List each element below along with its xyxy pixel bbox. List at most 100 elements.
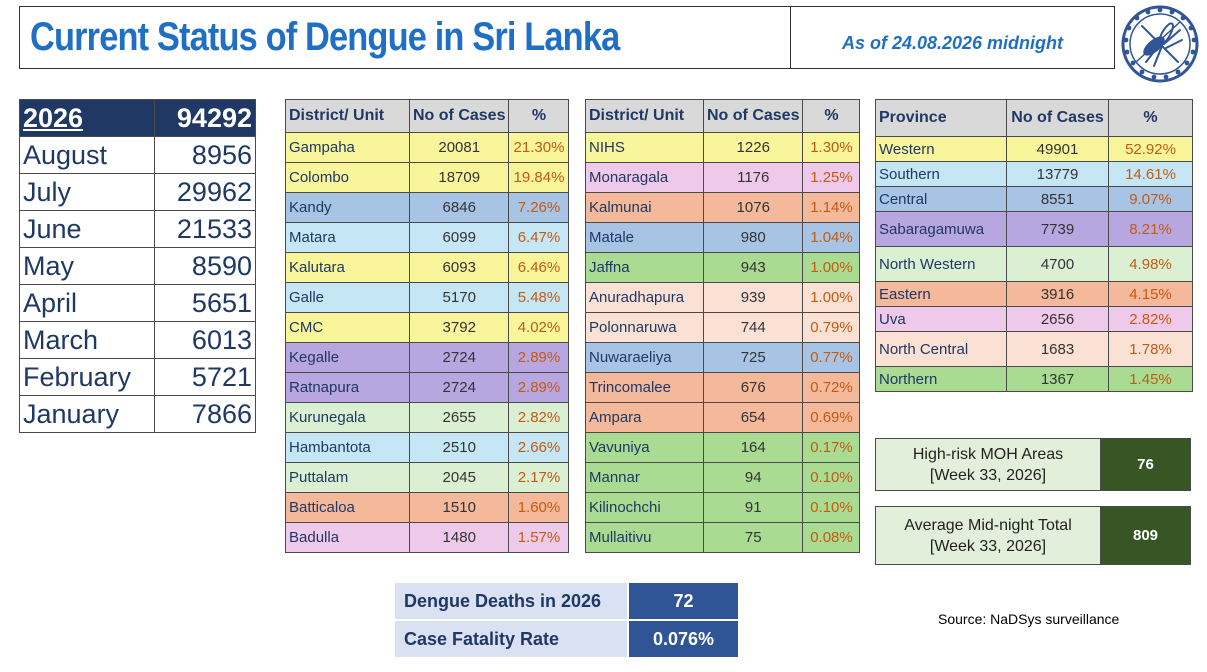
province-row: Eastern 3916 4.15% — [875, 281, 1193, 307]
row-name: Sabaragamuwa — [875, 211, 1007, 247]
high-risk-moh-label-line1: High-risk MOH Areas — [912, 445, 1064, 463]
row-percent: 0.69% — [802, 402, 861, 433]
row-percent: 6.46% — [508, 252, 570, 283]
row-cases: 8551 — [1006, 186, 1109, 212]
year-text: 2026 — [23, 102, 84, 133]
row-cases: 49901 — [1006, 136, 1109, 162]
month-row: June 21533 — [19, 210, 256, 248]
row-name: Monaragala — [585, 162, 704, 193]
row-cases: 6099 — [408, 222, 510, 253]
month-name: August — [19, 136, 155, 174]
row-cases: 3792 — [408, 312, 510, 343]
row-name: Colombo — [285, 162, 410, 193]
row-percent: 1.60% — [508, 492, 570, 523]
row-percent: 21.30% — [508, 132, 570, 163]
row-cases: 939 — [702, 282, 804, 313]
row-name: Kalutara — [285, 252, 410, 283]
row-cases: 654 — [702, 402, 804, 433]
row-name: Mannar — [585, 462, 704, 493]
month-row: March 6013 — [19, 321, 256, 359]
row-name: Gampaha — [285, 132, 410, 163]
row-cases: 2045 — [408, 462, 510, 493]
row-name: Matale — [585, 222, 704, 253]
month-cases: 8956 — [154, 136, 256, 174]
row-cases: 7739 — [1006, 211, 1109, 247]
row-name: North Western — [875, 246, 1007, 282]
district-row: Kalmunai 1076 1.14% — [585, 192, 861, 223]
row-name: Polonnaruwa — [585, 312, 704, 343]
row-name: Vavuniya — [585, 432, 704, 463]
district-row: Trincomalee 676 0.72% — [585, 372, 861, 403]
cfr-row: Case Fatality Rate 0.076% — [395, 621, 738, 657]
row-name: NIHS — [585, 132, 704, 163]
row-name: Anuradhapura — [585, 282, 704, 313]
title-box: Current Status of Dengue in Sri Lanka — [19, 6, 791, 69]
district-row: NIHS 1226 1.30% — [585, 132, 861, 163]
year-total: 94292 — [154, 99, 256, 137]
row-cases: 1683 — [1006, 331, 1109, 367]
row-percent: 4.15% — [1108, 281, 1193, 307]
district-row: Mannar 94 0.10% — [585, 462, 861, 493]
row-percent: 5.48% — [508, 282, 570, 313]
row-name: Galle — [285, 282, 410, 313]
district-row: Matale 980 1.04% — [585, 222, 861, 253]
province-row: Western 49901 52.92% — [875, 136, 1193, 162]
deaths-value: 72 — [629, 583, 738, 619]
month-cases: 8590 — [154, 247, 256, 285]
row-percent: 52.92% — [1108, 136, 1193, 162]
high-risk-moh-label-line2: [Week 33, 2026] — [929, 466, 1047, 484]
row-percent: 1.00% — [802, 252, 861, 283]
district-row: Kilinochchi 91 0.10% — [585, 492, 861, 523]
month-cases: 5651 — [154, 284, 256, 322]
row-percent: 2.82% — [508, 402, 570, 433]
row-percent: 1.45% — [1108, 366, 1193, 392]
district-row: Batticaloa 1510 1.60% — [285, 492, 570, 523]
column-header-cases: No of Cases — [1006, 99, 1109, 137]
row-cases: 1226 — [702, 132, 804, 163]
row-name: North Central — [875, 331, 1007, 367]
row-cases: 2656 — [1006, 306, 1109, 332]
row-percent: 19.84% — [508, 162, 570, 193]
month-name: February — [19, 358, 155, 396]
month-name: June — [19, 210, 155, 248]
as-of-date: As of 24.08.2026 midnight — [841, 33, 1064, 53]
monthly-summary-table: 2026 94292 August 8956 July 29962 June 21533 May… — [19, 99, 256, 433]
row-name: Batticaloa — [285, 492, 410, 523]
row-name: Kilinochchi — [585, 492, 704, 523]
month-cases: 29962 — [154, 173, 256, 211]
row-name: Northern — [875, 366, 1007, 392]
row-percent: 0.77% — [802, 342, 861, 373]
high-risk-moh-value: 76 — [1101, 439, 1190, 490]
row-percent: 1.57% — [508, 522, 570, 553]
row-cases: 2655 — [408, 402, 510, 433]
row-cases: 943 — [702, 252, 804, 283]
district-row: Kurunegala 2655 2.82% — [285, 402, 570, 433]
row-cases: 6093 — [408, 252, 510, 283]
month-name: April — [19, 284, 155, 322]
row-percent: 4.02% — [508, 312, 570, 343]
column-header-cases: No of Cases — [408, 99, 510, 133]
row-percent: 1.00% — [802, 282, 861, 313]
row-percent: 6.47% — [508, 222, 570, 253]
month-row: February 5721 — [19, 358, 256, 396]
high-risk-moh-label: High-risk MOH Areas [Week 33, 2026] — [876, 439, 1101, 490]
row-cases: 1510 — [408, 492, 510, 523]
row-cases: 1480 — [408, 522, 510, 553]
district-row: Galle 5170 5.48% — [285, 282, 570, 313]
district-row: Matara 6099 6.47% — [285, 222, 570, 253]
row-cases: 3916 — [1006, 281, 1109, 307]
district-table-2: District/ Unit No of Cases % NIHS 1226 1.3… — [585, 99, 861, 553]
district-row: Hambantota 2510 2.66% — [285, 432, 570, 463]
row-cases: 91 — [702, 492, 804, 523]
row-name: Nuwaraeliya — [585, 342, 704, 373]
month-name: January — [19, 395, 155, 433]
row-name: Central — [875, 186, 1007, 212]
row-cases: 164 — [702, 432, 804, 463]
column-header-district: District/ Unit — [585, 99, 704, 133]
date-box: As of 24.08.2026 midnight — [791, 6, 1115, 69]
row-name: Kurunegala — [285, 402, 410, 433]
row-cases: 980 — [702, 222, 804, 253]
month-name: July — [19, 173, 155, 211]
month-cases: 5721 — [154, 358, 256, 396]
row-percent: 9.07% — [1108, 186, 1193, 212]
